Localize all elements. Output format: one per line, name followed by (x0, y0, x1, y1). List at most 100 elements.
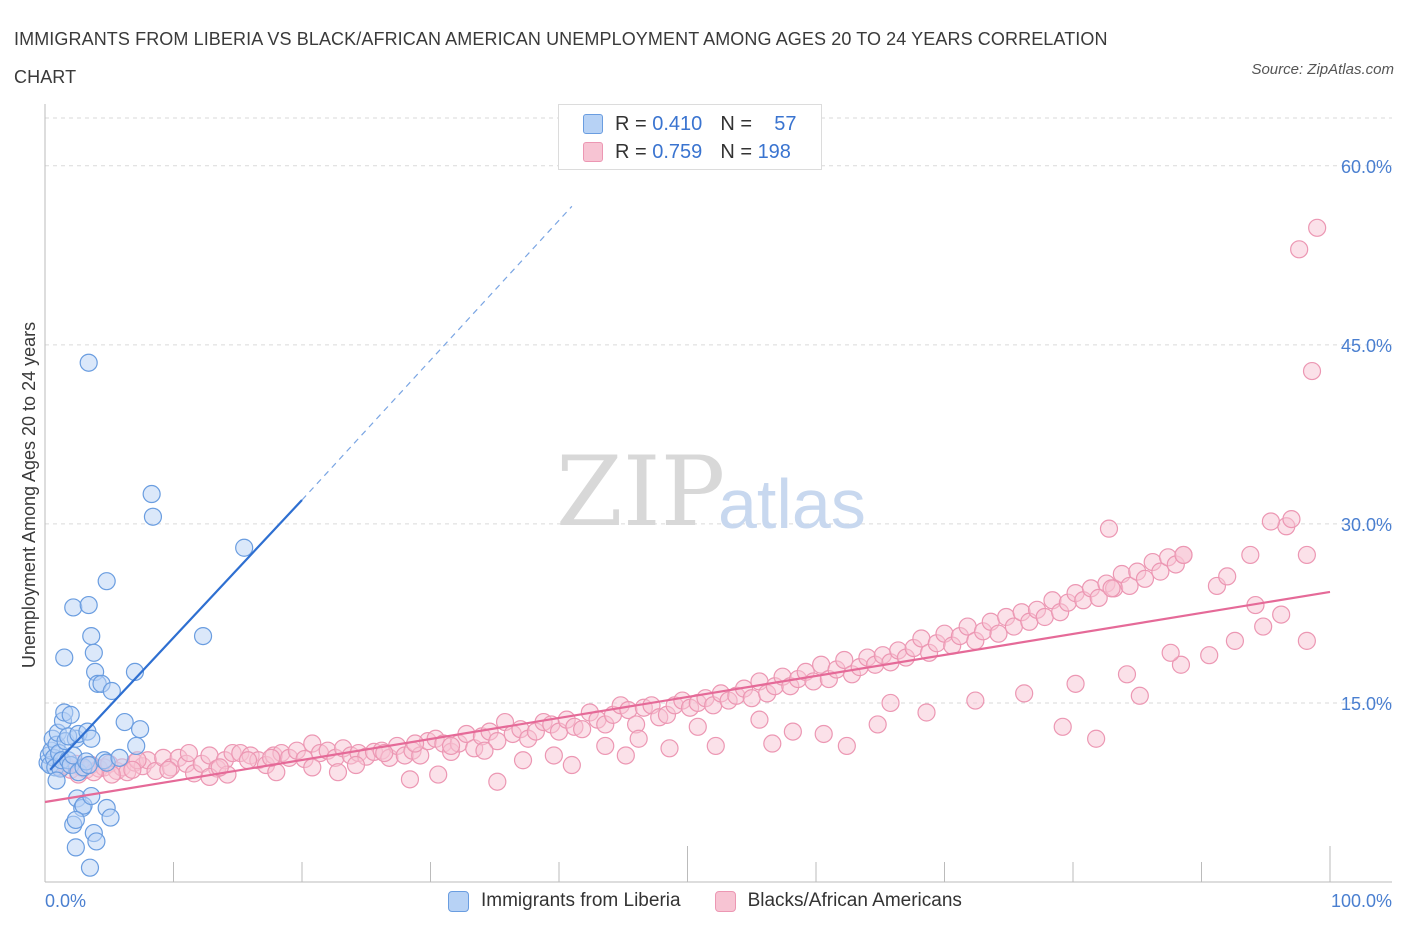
data-point-black (562, 755, 581, 775)
trendline-liberia (49, 499, 303, 771)
data-point-liberia (101, 808, 120, 827)
trendline-black (44, 590, 1331, 804)
data-point-liberia (66, 838, 85, 857)
data-point-black (706, 736, 725, 756)
data-point-black (1272, 605, 1291, 624)
data-point-black (881, 693, 900, 713)
data-point-black (1135, 569, 1155, 588)
source-label: Source: ZipAtlas.com (1251, 61, 1394, 78)
data-point-liberia (115, 712, 134, 732)
legend-n-value: 57 (774, 112, 797, 135)
data-point-black (989, 624, 1008, 643)
data-point-black (238, 751, 258, 770)
data-point-black (328, 763, 348, 782)
legend-r-label: R = (615, 112, 647, 135)
data-point-black (1171, 655, 1191, 674)
data-point-black (1120, 576, 1139, 596)
legend-swatch-liberia (448, 890, 469, 912)
legend-row-liberia: R = 0.410 N = 57 (583, 112, 796, 136)
data-point-black (544, 746, 563, 765)
data-point-black (1218, 567, 1237, 586)
data-point-black (814, 724, 833, 744)
data-point-liberia (84, 643, 103, 662)
data-point-black (1297, 545, 1316, 565)
data-point-black (750, 710, 769, 729)
data-point-liberia (82, 729, 101, 748)
y-tick-label: 15.0% (1341, 694, 1392, 714)
data-point-black (1241, 545, 1260, 565)
data-point-black (763, 734, 782, 753)
data-point-black (917, 703, 936, 722)
data-point-liberia (130, 720, 150, 739)
data-point-black (1200, 646, 1219, 665)
trendlines (44, 205, 1331, 804)
data-point-black (1035, 607, 1054, 627)
data-point-black (488, 732, 507, 751)
chart-title: IMMIGRANTS FROM LIBERIA VS BLACK/AFRICAN… (14, 29, 1108, 87)
data-point-black (1225, 631, 1245, 650)
data-point-liberia (79, 595, 98, 615)
data-point-black (1151, 562, 1170, 581)
data-point-liberia (82, 626, 101, 646)
watermark-atlas: atlas (718, 465, 866, 543)
data-point-black (1174, 545, 1193, 565)
data-point-liberia (143, 507, 163, 526)
data-point-black (688, 717, 707, 736)
data-point-black (1297, 631, 1316, 650)
data-point-black (1130, 686, 1149, 705)
data-point-liberia (79, 353, 98, 372)
data-point-liberia (110, 748, 129, 767)
legend-r-value: 0.759 (652, 140, 703, 163)
data-point-black (1087, 729, 1106, 748)
watermark-zip: ZIP (556, 436, 725, 548)
data-point-liberia (66, 810, 85, 830)
tick-labels: 15.0% 30.0% 45.0% 60.0% 0.0% 100.0% (45, 157, 1392, 911)
data-point-black (742, 689, 761, 708)
data-point-liberia (47, 771, 66, 790)
data-point-liberia (97, 572, 116, 591)
data-point-black (629, 729, 648, 748)
data-point-black (179, 743, 199, 763)
data-point-black (262, 748, 281, 767)
data-point-liberia (55, 648, 74, 667)
data-point-black (123, 760, 142, 779)
data-point-liberia (79, 755, 98, 775)
data-point-liberia (193, 626, 213, 646)
data-point-black (375, 743, 394, 763)
data-point-black (1089, 588, 1108, 607)
data-point-black (966, 691, 985, 710)
y-tick-label: 45.0% (1341, 336, 1392, 356)
data-point-black (1302, 361, 1322, 381)
legend-swatch-black (583, 142, 603, 162)
data-point-black (783, 722, 802, 741)
data-point-liberia (235, 538, 254, 557)
data-point-black (1254, 617, 1273, 636)
legend-item-black[interactable]: Blacks/African Americans (714, 890, 962, 912)
correlation-legend: R = 0.410 N = 57 R = 0.759 N = 198 (558, 104, 822, 170)
legend-n-label: N = (720, 112, 752, 135)
data-point-liberia (142, 484, 161, 504)
y-tick-label: 60.0% (1341, 157, 1392, 177)
legend-swatch-black (714, 890, 736, 912)
data-point-black (1053, 717, 1072, 736)
data-point-black (660, 739, 679, 758)
series-legend: Immigrants from Liberia Blacks/African A… (448, 890, 996, 912)
data-point-liberia (61, 705, 80, 724)
data-point-black (513, 751, 533, 770)
y-tick-label: 30.0% (1341, 515, 1392, 535)
legend-item-liberia[interactable]: Immigrants from Liberia (448, 890, 681, 912)
data-point-black (596, 736, 615, 756)
legend-row-black: R = 0.759 N = 198 (583, 140, 791, 164)
data-point-black (303, 758, 322, 777)
legend-swatch-liberia (583, 114, 603, 134)
data-point-black (1308, 218, 1327, 237)
data-point-black (475, 741, 494, 760)
data-point-black (573, 720, 592, 739)
data-point-black (837, 736, 856, 756)
data-point-black (1161, 643, 1180, 662)
data-point-black (1015, 684, 1034, 703)
data-point-black (400, 770, 420, 789)
x-tick-label: 0.0% (45, 891, 86, 911)
data-point-black (835, 650, 854, 670)
